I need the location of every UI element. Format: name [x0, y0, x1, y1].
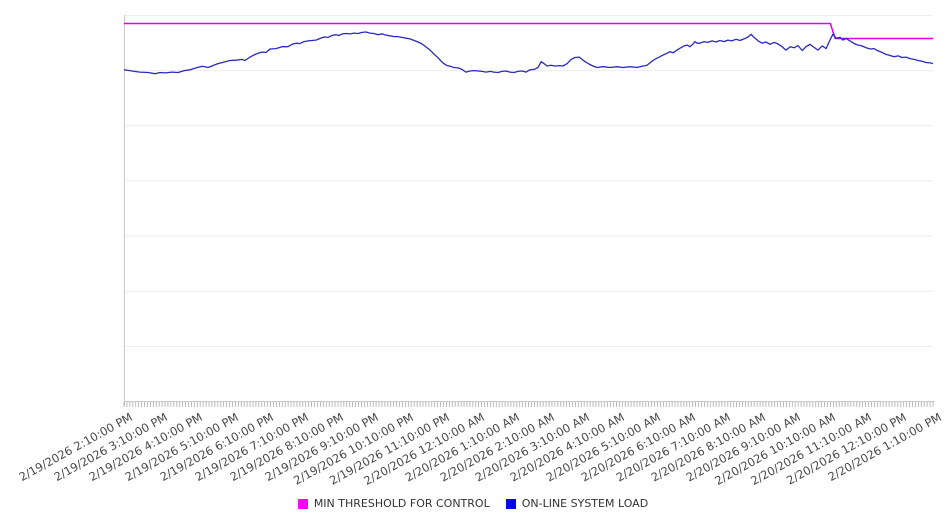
series-line-min-threshold — [124, 22, 933, 40]
x-axis-label: 2/20/2026 6:10:00 AM — [578, 410, 698, 485]
x-axis-label: 2/19/2026 3:10:00 PM — [51, 410, 170, 485]
chart-plot-area — [123, 15, 935, 407]
x-axis-label: 2/20/2026 2:10:00 AM — [437, 410, 557, 485]
x-axis-label: 2/20/2026 12:10:00 AM — [361, 410, 487, 489]
x-axis-label: 2/20/2026 9:10:00 AM — [683, 410, 804, 485]
x-axis-label: 2/20/2026 11:10:00 AM — [747, 410, 874, 489]
legend-label: MIN THRESHOLD FOR CONTROL — [313, 497, 490, 510]
x-axis-label: 2/20/2026 1:10:00 PM — [825, 410, 944, 485]
legend-label: ON-LINE SYSTEM LOAD — [521, 497, 649, 510]
x-axis-label: 2/19/2026 9:10:00 PM — [262, 410, 381, 485]
load-series-marker-icon — [505, 498, 516, 509]
legend-item-online-system-load[interactable]: ON-LINE SYSTEM LOAD — [505, 497, 649, 510]
x-axis-label: 2/19/2026 4:10:00 PM — [86, 410, 206, 485]
x-axis-label: 2/19/2026 2:10:00 PM — [16, 410, 135, 485]
x-axis-label: 2/20/2026 4:10:00 AM — [508, 410, 628, 485]
legend-item-min-threshold[interactable]: MIN THRESHOLD FOR CONTROL — [297, 497, 490, 510]
x-axis-label: 2/20/2026 10:10:00 AM — [712, 410, 839, 489]
series-line-online-system-load — [123, 31, 934, 75]
x-axis-label: 2/20/2026 3:10:00 AM — [472, 410, 593, 485]
x-axis-label: 2/19/2026 6:10:00 PM — [157, 410, 276, 485]
threshold-series-marker-icon — [297, 498, 308, 509]
x-axis-label: 2/19/2026 7:10:00 PM — [192, 410, 311, 485]
chart-legend: MIN THRESHOLD FOR CONTROL ON-LINE SYSTEM… — [0, 497, 946, 510]
x-axis-label: 2/20/2026 12:10:00 PM — [783, 410, 909, 488]
x-axis-label: 2/19/2026 11:10:00 PM — [326, 410, 452, 488]
x-axis-label: 2/19/2026 10:10:00 PM — [291, 410, 417, 488]
x-axis-label: 2/20/2026 8:10:00 AM — [648, 410, 768, 485]
x-axis-label: 2/19/2026 5:10:00 PM — [122, 410, 241, 485]
x-axis-label: 2/19/2026 8:10:00 PM — [227, 410, 346, 485]
x-axis-label: 2/20/2026 5:10:00 AM — [543, 410, 663, 485]
x-axis-label: 2/20/2026 1:10:00 AM — [402, 410, 522, 485]
x-axis-label: 2/20/2026 7:10:00 AM — [613, 410, 733, 485]
